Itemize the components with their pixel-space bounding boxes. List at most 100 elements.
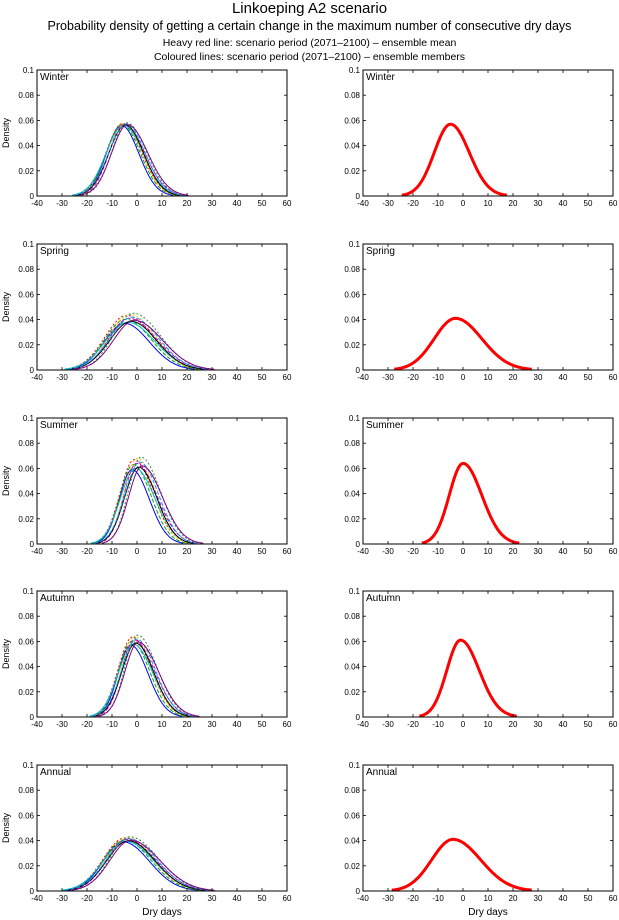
y-tick-label: 0.06 [18, 464, 34, 473]
member-curve [94, 461, 198, 544]
ensemble-mean-curve [419, 638, 517, 718]
season-label: Summer [366, 420, 404, 431]
x-tick-label: -20 [81, 894, 93, 903]
plot-frame [362, 590, 614, 718]
y-tick-label: 0.04 [344, 490, 360, 499]
x-tick-label: 40 [559, 547, 568, 556]
y-tick-label: 0.02 [18, 341, 34, 350]
y-tick-label: 0.1 [23, 240, 35, 249]
x-tick-label: 30 [534, 894, 543, 903]
y-tick-label: 0 [356, 192, 361, 201]
x-tick-label: 0 [135, 547, 140, 556]
y-tick-label: 0 [30, 540, 35, 549]
y-tick-label: 0.1 [23, 414, 35, 423]
x-tick-label: 0 [135, 373, 140, 382]
x-tick-label: -20 [81, 547, 93, 556]
panel-autumn-mean: -40 -30 -20 -10 0 10 20 30 40 50 60 0 0.02 0.04 0.06 0.… [344, 587, 618, 729]
y-tick-label: 0.04 [18, 663, 34, 672]
x-tick-label: 10 [484, 720, 493, 729]
x-tick-label: 50 [258, 720, 267, 729]
plot-frame [36, 243, 288, 371]
x-tick-label: 50 [258, 199, 267, 208]
x-tick-label: -40 [31, 373, 43, 382]
y-axis-label: Density [1, 465, 11, 496]
member-curve [91, 638, 194, 717]
y-tick-label: 0.02 [18, 862, 34, 871]
y-tick-label: 0.1 [23, 66, 35, 75]
x-tick-label: 0 [461, 373, 466, 382]
y-tick-label: 0.08 [18, 91, 34, 100]
x-tick-label: 30 [534, 547, 543, 556]
x-tick-label: 10 [158, 373, 167, 382]
x-tick-label: -10 [106, 894, 118, 903]
season-label: Autumn [40, 593, 74, 604]
member-curve [98, 462, 199, 544]
x-tick-label: -30 [382, 199, 394, 208]
x-tick-label: -20 [81, 373, 93, 382]
x-tick-label: -30 [382, 720, 394, 729]
member-curve [69, 320, 205, 370]
x-tick-label: 30 [534, 199, 543, 208]
y-tick-label: 0.02 [344, 688, 360, 697]
x-tick-label: 50 [258, 547, 267, 556]
member-curve [68, 316, 209, 370]
y-tick-label: 0.08 [344, 439, 360, 448]
x-tick-label: 40 [559, 720, 568, 729]
member-curve [65, 841, 199, 891]
x-tick-label: 40 [233, 547, 242, 556]
x-tick-label: 20 [509, 547, 518, 556]
x-tick-label: 30 [208, 720, 217, 729]
y-tick-label: 0.06 [344, 290, 360, 299]
x-tick-label: -20 [81, 720, 93, 729]
x-tick-label: -30 [382, 373, 394, 382]
x-tick-label: 20 [509, 199, 518, 208]
y-tick-label: 0.04 [344, 663, 360, 672]
y-tick-label: 0.08 [18, 612, 34, 621]
panel-summer-mean: -40 -30 -20 -10 0 10 20 30 40 50 60 0 0.02 0.04 0.06 0.… [344, 414, 618, 556]
y-tick-label: 0.04 [18, 142, 34, 151]
x-tick-label: 50 [584, 547, 593, 556]
x-tick-label: 60 [609, 373, 618, 382]
y-tick-label: 0.06 [344, 116, 360, 125]
plot-frame [362, 417, 614, 545]
x-tick-label: -20 [407, 894, 419, 903]
x-tick-label: -30 [56, 720, 68, 729]
y-tick-label: 0.08 [344, 91, 360, 100]
member-curve [74, 319, 215, 370]
x-tick-label: 30 [534, 720, 543, 729]
panel-summer-members: -40 -30 -20 -10 0 10 20 30 40 50 60 0 0.02 0.04 0.06 0.… [1, 414, 292, 556]
x-tick-label: 60 [283, 373, 292, 382]
y-tick-label: 0.04 [344, 316, 360, 325]
x-tick-label: -10 [106, 373, 118, 382]
x-axis-label: Dry days [468, 907, 507, 918]
y-tick-label: 0.06 [344, 811, 360, 820]
x-tick-label: 10 [158, 199, 167, 208]
season-label: Spring [40, 246, 69, 257]
x-tick-label: 60 [609, 199, 618, 208]
y-axis-label: Density [1, 812, 11, 843]
plot-frame [36, 590, 288, 718]
ensemble-mean-curve [394, 316, 532, 371]
y-tick-label: 0.02 [18, 167, 34, 176]
x-tick-label: 10 [484, 199, 493, 208]
y-tick-label: 0.04 [18, 316, 34, 325]
y-tick-label: 0.06 [344, 637, 360, 646]
x-tick-label: 40 [559, 894, 568, 903]
plot-frame [36, 69, 288, 197]
x-tick-label: 50 [258, 894, 267, 903]
x-tick-label: -30 [56, 894, 68, 903]
member-curve [99, 634, 198, 717]
x-tick-label: 20 [183, 547, 192, 556]
y-tick-label: 0.1 [349, 587, 361, 596]
x-tick-label: 30 [208, 199, 217, 208]
x-tick-label: -30 [56, 199, 68, 208]
y-tick-label: 0 [30, 366, 35, 375]
panel-winter-mean: -40 -30 -20 -10 0 10 20 30 40 50 60 0 0.02 0.04 0.06 0.… [344, 66, 618, 208]
y-tick-label: 0.02 [344, 862, 360, 871]
legend-coloured-lines: Coloured lines: scenario period (2071–21… [153, 51, 466, 63]
season-label: Annual [366, 767, 397, 778]
x-tick-label: 50 [258, 373, 267, 382]
y-tick-label: 0.08 [344, 612, 360, 621]
y-tick-label: 0 [356, 887, 361, 896]
y-tick-label: 0.08 [344, 786, 360, 795]
